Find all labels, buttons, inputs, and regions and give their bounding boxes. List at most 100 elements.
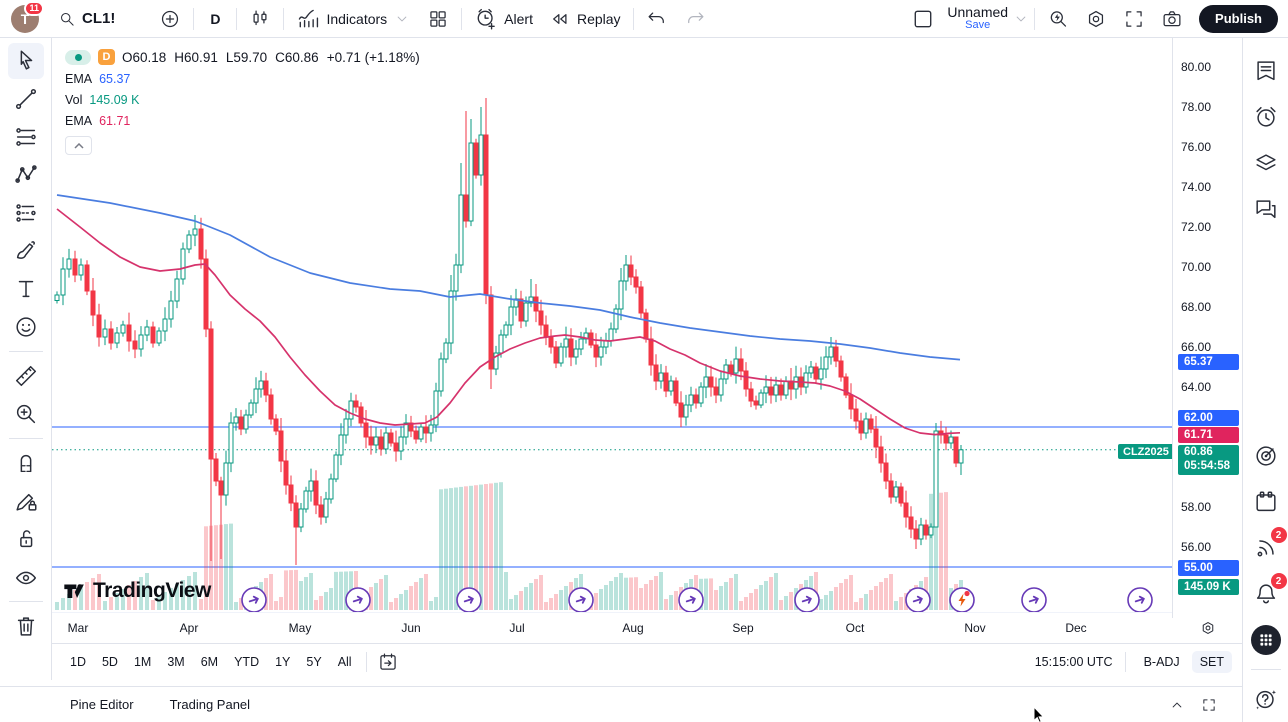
range-button-1d[interactable]: 1D xyxy=(70,655,86,669)
lock-drawings-tool[interactable] xyxy=(8,521,44,557)
restore-panel-icon[interactable] xyxy=(1200,696,1218,714)
snapshot-button[interactable] xyxy=(1153,0,1191,38)
calendar-icon xyxy=(1253,489,1279,515)
undo-icon xyxy=(646,8,668,30)
trash-icon xyxy=(13,613,39,639)
toolbar-divider xyxy=(8,601,43,602)
cursor-icon xyxy=(13,48,39,74)
sidebar-item-chat[interactable] xyxy=(1248,191,1284,227)
sidebar-item-scanner[interactable] xyxy=(1248,438,1284,474)
create-alert-button[interactable]: Alert xyxy=(466,0,541,38)
chart-settings-button[interactable] xyxy=(1077,0,1115,38)
interval-chip[interactable]: D xyxy=(98,49,115,65)
redo-button[interactable] xyxy=(676,0,714,38)
gear-icon xyxy=(1085,8,1107,30)
fullscreen-icon xyxy=(1123,8,1145,30)
tab-pine-editor[interactable]: Pine Editor xyxy=(70,697,134,712)
top-toolbar: T 11 CL1! D Indicators xyxy=(0,0,1288,38)
layout-title-button[interactable]: Unnamed Save xyxy=(943,5,1012,31)
clock[interactable]: 15:15:00 UTC xyxy=(1034,655,1113,669)
range-button-3m[interactable]: 3M xyxy=(167,655,185,669)
month-label: Aug xyxy=(622,621,644,635)
adjustment-button[interactable]: B-ADJ xyxy=(1143,655,1180,669)
ema-slow-legend[interactable]: EMA 61.71 xyxy=(65,114,420,128)
sidebar-item-watchlist[interactable] xyxy=(1248,53,1284,89)
sidebar-item-help[interactable] xyxy=(1248,681,1284,717)
session-button[interactable]: SET xyxy=(1191,651,1232,673)
compare-add-button[interactable] xyxy=(151,0,189,38)
ema-fast-value: 65.37 xyxy=(99,72,131,86)
trend-line-icon xyxy=(13,86,39,112)
symbol-search-button[interactable]: CL1! xyxy=(50,0,123,38)
magnet-tool[interactable] xyxy=(8,445,44,481)
notification-count-badge: 11 xyxy=(24,0,44,16)
chart-pane[interactable]: D O60.18 H60.91 L59.70 C60.86 +0.71 (+1.… xyxy=(52,38,1174,618)
emoji-tool[interactable] xyxy=(8,309,44,345)
watermark-text: TradingView xyxy=(93,579,211,602)
indicators-button[interactable]: Indicators xyxy=(288,0,419,38)
chart-style-button[interactable] xyxy=(241,0,279,38)
market-status-pill[interactable] xyxy=(65,49,91,65)
volume-value: 145.09 K xyxy=(89,93,140,107)
text-tool[interactable] xyxy=(8,271,44,307)
replay-button[interactable]: Replay xyxy=(541,0,629,38)
cursor-tool[interactable] xyxy=(7,43,44,79)
month-label: Oct xyxy=(845,621,865,635)
range-button-ytd[interactable]: YTD xyxy=(234,655,260,669)
indicator-templates-button[interactable] xyxy=(419,0,457,38)
remove-drawings-tool[interactable] xyxy=(8,608,44,644)
sidebar-item-economic-calendar[interactable] xyxy=(1248,484,1284,520)
quick-search-button[interactable] xyxy=(1039,0,1077,38)
interval-button[interactable]: D xyxy=(198,0,232,38)
lock-open-icon xyxy=(13,526,39,552)
tradingview-logo-icon xyxy=(62,578,88,604)
sidebar-item-notifications[interactable]: 2 xyxy=(1248,573,1287,612)
time-axis[interactable]: Mar Apr May Jun Jul Aug Sep Oct Nov Dec xyxy=(52,618,1242,643)
price-tick-label: 68.00 xyxy=(1181,300,1212,314)
layout-chevron-icon[interactable] xyxy=(1012,10,1030,28)
range-button-all[interactable]: All xyxy=(337,655,352,669)
measure-tool[interactable] xyxy=(8,358,44,394)
sidebar-item-more-apps[interactable] xyxy=(1248,622,1284,658)
tab-trading-panel[interactable]: Trading Panel xyxy=(169,697,251,712)
range-button-6m[interactable]: 6M xyxy=(200,655,219,669)
ema-fast-legend[interactable]: EMA 65.37 xyxy=(65,72,420,86)
month-label: Mar xyxy=(67,621,89,635)
volume-legend[interactable]: Vol 145.09 K xyxy=(65,93,420,107)
pattern-tool[interactable] xyxy=(8,157,44,193)
save-layout-icon-button[interactable] xyxy=(903,0,943,38)
range-button-1m[interactable]: 1M xyxy=(133,655,152,669)
range-button-5d[interactable]: 5D xyxy=(101,655,118,669)
price-chart[interactable] xyxy=(52,38,1172,618)
sidebar-item-alerts[interactable] xyxy=(1248,99,1284,135)
layout-name: Unnamed xyxy=(947,4,1009,21)
legend-collapse-button[interactable] xyxy=(65,136,92,155)
hide-drawings-tool[interactable] xyxy=(8,559,44,595)
zoom-in-tool[interactable] xyxy=(8,396,44,432)
pattern-icon xyxy=(13,162,39,188)
ohlc-close: C60.86 xyxy=(275,49,319,65)
save-label[interactable]: Save xyxy=(965,19,991,32)
news-marker xyxy=(949,587,975,613)
axis-settings-icon[interactable] xyxy=(1199,619,1217,637)
publish-button[interactable]: Publish xyxy=(1199,4,1278,33)
price-axis[interactable]: 80.00 78.00 76.00 74.00 72.00 70.00 68.00 66.00… xyxy=(1172,38,1242,618)
goto-date-button[interactable] xyxy=(373,647,403,677)
brush-tool[interactable] xyxy=(8,233,44,269)
fullscreen-button[interactable] xyxy=(1115,0,1153,38)
sidebar-item-streams[interactable]: 2 xyxy=(1248,527,1287,566)
sidebar-item-object-tree[interactable] xyxy=(1248,145,1284,181)
trend-line-tool[interactable] xyxy=(8,81,44,117)
drawing-mode-tool[interactable] xyxy=(8,483,44,519)
range-button-5y[interactable]: 5Y xyxy=(306,655,322,669)
user-menu-button[interactable]: T 11 xyxy=(0,0,50,33)
fib-tool[interactable] xyxy=(8,119,44,155)
forecast-tool[interactable] xyxy=(8,195,44,231)
layout-box-icon xyxy=(911,7,935,31)
month-label: May xyxy=(288,621,312,635)
market-open-dot xyxy=(74,53,82,61)
range-button-1y[interactable]: 1Y xyxy=(275,655,291,669)
collapse-panel-icon[interactable] xyxy=(1168,696,1186,714)
menu-grid-icon xyxy=(1250,625,1281,655)
undo-button[interactable] xyxy=(638,0,676,38)
